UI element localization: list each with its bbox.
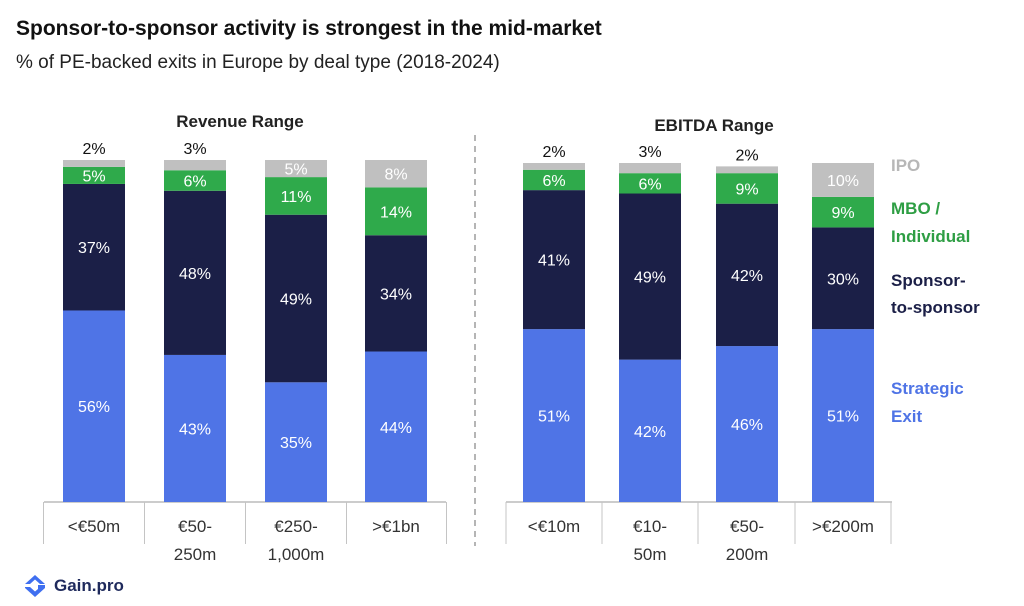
data-label-ipo: 2% xyxy=(82,141,105,158)
x-tick-label: 200m xyxy=(726,545,769,564)
bar-segment-mbo xyxy=(164,170,226,191)
legend-mbo: MBO / xyxy=(891,199,940,218)
data-label-ipo: 5% xyxy=(284,162,307,179)
bar-segment-mbo xyxy=(365,187,427,236)
x-tick-label: €50- xyxy=(178,517,212,536)
data-label-sponsor: 37% xyxy=(78,240,110,257)
bar-segment-ipo xyxy=(716,166,778,174)
bar-segment-strategic xyxy=(265,382,327,502)
legend-sponsor: to-sponsor xyxy=(891,298,980,317)
bar-segment-mbo xyxy=(716,173,778,204)
bar-segment-mbo xyxy=(812,196,874,228)
bar-segment-strategic xyxy=(619,359,681,502)
data-label-mbo: 9% xyxy=(831,205,854,222)
bar-segment-mbo xyxy=(523,169,585,191)
legend-mbo: Individual xyxy=(891,227,970,246)
bar-segment-sponsor xyxy=(365,235,427,352)
x-tick-label: 250m xyxy=(174,545,217,564)
chart-title: Sponsor-to-sponsor activity is strongest… xyxy=(16,17,602,40)
data-label-strategic: 51% xyxy=(827,409,859,426)
bar-segment-sponsor xyxy=(265,214,327,383)
data-label-ipo: 8% xyxy=(384,167,407,184)
data-label-sponsor: 48% xyxy=(179,266,211,283)
chart-subtitle: % of PE-backed exits in Europe by deal t… xyxy=(16,52,500,73)
bar-segment-strategic xyxy=(63,310,125,502)
bar-segment-sponsor xyxy=(63,183,125,311)
data-label-mbo: 9% xyxy=(735,181,758,198)
data-label-ipo: 2% xyxy=(735,147,758,164)
data-label-strategic: 35% xyxy=(280,435,312,452)
x-tick-label: 1,000m xyxy=(268,545,325,564)
x-tick-label: <€50m xyxy=(68,517,120,536)
x-tick-label: >€200m xyxy=(812,517,874,536)
bar-segment-ipo xyxy=(164,160,226,171)
data-label-mbo: 5% xyxy=(82,168,105,185)
data-label-strategic: 46% xyxy=(731,417,763,434)
data-label-strategic: 44% xyxy=(380,420,412,437)
bar-segment-sponsor xyxy=(716,203,778,347)
legend-sponsor: Sponsor- xyxy=(891,271,966,290)
data-label-sponsor: 41% xyxy=(538,253,570,270)
gain-pro-logo-text: Gain.pro xyxy=(54,576,124,595)
bar-segment-ipo xyxy=(812,163,874,197)
data-label-mbo: 6% xyxy=(542,173,565,190)
data-label-mbo: 14% xyxy=(380,204,412,221)
data-label-sponsor: 34% xyxy=(380,286,412,303)
panel-title: Revenue Range xyxy=(176,112,304,131)
data-label-strategic: 51% xyxy=(538,409,570,426)
bar-segment-mbo xyxy=(63,166,125,184)
legend-strategic: Exit xyxy=(891,407,923,426)
data-label-ipo: 2% xyxy=(542,144,565,161)
data-label-ipo: 3% xyxy=(183,141,206,158)
data-label-strategic: 56% xyxy=(78,399,110,416)
panel-title: EBITDA Range xyxy=(654,116,773,135)
gain-pro-logo: Gain.pro xyxy=(22,572,124,600)
x-tick-label: €250- xyxy=(274,517,317,536)
x-tick-label: 50m xyxy=(633,545,666,564)
bar-segment-sponsor xyxy=(164,190,226,355)
bar-segment-strategic xyxy=(716,346,778,502)
data-label-sponsor: 49% xyxy=(280,292,312,309)
bar-segment-ipo xyxy=(63,160,125,167)
data-label-sponsor: 30% xyxy=(827,271,859,288)
x-tick-label: <€10m xyxy=(528,517,580,536)
bar-segment-strategic xyxy=(523,329,585,502)
data-label-mbo: 6% xyxy=(183,174,206,191)
data-label-mbo: 6% xyxy=(638,176,661,193)
legend-ipo: IPO xyxy=(891,156,920,175)
bar-segment-mbo xyxy=(619,173,681,194)
bar-segment-ipo xyxy=(523,163,585,170)
bar-segment-mbo xyxy=(265,177,327,215)
bar-segment-ipo xyxy=(265,160,327,178)
legend-strategic: Strategic xyxy=(891,379,964,398)
x-tick-label: €10- xyxy=(633,517,667,536)
data-label-sponsor: 42% xyxy=(731,268,763,285)
bar-segment-ipo xyxy=(619,163,681,174)
data-label-mbo: 11% xyxy=(281,189,312,206)
x-tick-label: €50- xyxy=(730,517,764,536)
data-label-ipo: 3% xyxy=(638,144,661,161)
bar-segment-strategic xyxy=(164,354,226,502)
bar-segment-strategic xyxy=(812,329,874,502)
data-label-ipo: 10% xyxy=(827,173,859,190)
bar-segment-sponsor xyxy=(523,190,585,330)
data-label-sponsor: 49% xyxy=(634,270,666,287)
x-tick-label: >€1bn xyxy=(372,517,420,536)
bar-segment-sponsor xyxy=(619,193,681,360)
data-label-strategic: 42% xyxy=(634,424,666,441)
bar-segment-strategic xyxy=(365,351,427,502)
gain-pro-logo-icon xyxy=(25,575,45,597)
data-label-strategic: 43% xyxy=(179,421,211,438)
bar-segment-ipo xyxy=(365,160,427,188)
bar-segment-sponsor xyxy=(812,227,874,330)
